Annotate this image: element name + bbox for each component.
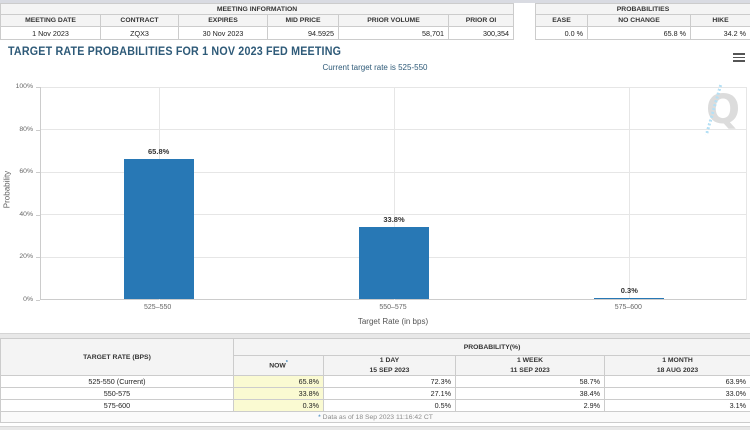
month-probability-cell: 63.9% (603, 375, 750, 389)
contract-value: ZQX3 (100, 26, 179, 40)
month-probability-cell: 33.0% (603, 387, 750, 401)
page-title: TARGET RATE PROBABILITIES FOR 1 NOV 2023… (8, 46, 342, 58)
y-tick-label: 100% (15, 83, 33, 90)
hike-value: 34.2 % (689, 26, 750, 40)
top-divider (0, 0, 750, 3)
data-as-of-footnote: * Data as of 18 Sep 2023 11:16:42 CT (0, 411, 750, 424)
bar-value-label: 65.8% (148, 146, 170, 156)
x-axis-title: Target Rate (in bps) (357, 317, 429, 326)
col-expires: EXPIRES (178, 14, 268, 27)
target-rate-cell: 550-575 (0, 387, 234, 401)
hamburger-menu-icon[interactable] (733, 53, 745, 63)
x-tick-label: 550–575 (379, 304, 407, 311)
col-no-change: NO CHANGE (587, 14, 691, 27)
probability-table-body: 525-550 (Current) 65.8% 72.3% 58.7% 63.9% 550… (0, 375, 750, 413)
col-ease: EASE (535, 14, 588, 27)
y-tick-label: 40% (19, 210, 33, 218)
col-meeting-date: MEETING DATE (0, 14, 101, 27)
gridline (629, 87, 631, 300)
bar-chart-plot-area: 65.8% 33.8% 0.3% (40, 86, 747, 300)
y-tick (36, 214, 40, 216)
month-probability-cell: 3.1% (603, 399, 750, 413)
bar-value-label: 0.3% (620, 286, 638, 295)
gridline (746, 87, 747, 300)
bar[interactable] (359, 227, 429, 299)
probabilities-summary-table: PROBABILITIES EASE NO CHANGE HIKE 0.0 % … (534, 3, 750, 40)
table-row: 525-550 (Current) 65.8% 72.3% 58.7% 63.9% (0, 375, 750, 389)
y-tick-label: 60% (19, 168, 33, 176)
bar[interactable] (594, 298, 665, 299)
expires-value: 30 Nov 2023 (178, 26, 268, 40)
bar-value-label: 33.8% (383, 215, 405, 225)
table-row: 575-600 0.3% 0.5% 2.9% 3.1% (0, 399, 750, 413)
day-probability-cell: 72.3% (323, 375, 456, 389)
hamburger-bar (733, 53, 745, 55)
prior-oi-value: 300,354 (447, 26, 515, 40)
ease-value: 0.0 % (535, 26, 588, 40)
meeting-date-value: 1 Nov 2023 (0, 26, 101, 40)
col-1-day: 1 DAY 15 SEP 2023 (323, 354, 456, 377)
x-tick-label: 525–550 (144, 304, 172, 311)
col-hike: HIKE (689, 14, 750, 27)
hamburger-bar (733, 60, 745, 62)
target-rate-cell: 525-550 (Current) (0, 375, 234, 389)
col-1-month: 1 MONTH 18 AUG 2023 (603, 354, 750, 377)
y-tick-label: 0% (23, 296, 33, 303)
week-probability-cell: 2.9% (455, 399, 605, 413)
col-now: NOW* (233, 354, 324, 377)
mid-price-value: 94.5925 (267, 26, 339, 40)
day-probability-cell: 27.1% (323, 387, 456, 401)
now-probability-cell: 0.3% (233, 399, 324, 413)
y-tick (36, 87, 40, 88)
meeting-information-title: MEETING INFORMATION (0, 3, 515, 15)
target-rate-cell: 575-600 (0, 399, 234, 413)
x-tick-label: 575–600 (614, 304, 642, 311)
col-1-week: 1 WEEK 11 SEP 2023 (455, 354, 605, 377)
meeting-information-table: MEETING INFORMATION MEETING DATE CONTRAC… (0, 3, 515, 40)
week-probability-cell: 58.7% (455, 375, 605, 389)
day-probability-cell: 0.5% (323, 399, 456, 413)
bottom-divider (0, 426, 750, 430)
y-tick (36, 172, 40, 174)
y-tick-label: 80% (19, 125, 33, 133)
table-row: 550-575 33.8% 27.1% 38.4% 33.0% (0, 387, 750, 401)
gridline (394, 87, 395, 300)
now-probability-cell: 33.8% (233, 387, 324, 401)
col-contract: CONTRACT (100, 14, 179, 27)
y-tick (36, 300, 40, 301)
probabilities-title: PROBABILITIES (534, 3, 750, 15)
section-divider (0, 333, 750, 338)
col-prior-oi: PRIOR OI (447, 14, 515, 27)
probability-history-table: TARGET RATE (BPS) PROBABILITY(%) NOW* 1 … (0, 337, 750, 424)
hamburger-bar (733, 56, 745, 59)
bar[interactable] (123, 158, 194, 299)
target-rate-header: TARGET RATE (BPS) (0, 337, 234, 377)
col-mid-price: MID PRICE (267, 14, 339, 27)
y-tick (36, 129, 40, 131)
prior-volume-value: 58,701 (338, 26, 449, 40)
chart-subtitle: Current target rate is 525-550 (322, 63, 428, 72)
no-change-value: 65.8 % (587, 26, 691, 40)
probability-group-header: PROBABILITY(%) (232, 338, 750, 356)
y-tick-label: 20% (19, 253, 33, 261)
col-prior-volume: PRIOR VOLUME (338, 14, 449, 27)
y-tick (36, 257, 40, 259)
now-probability-cell: 65.8% (233, 375, 324, 389)
week-probability-cell: 38.4% (455, 387, 605, 401)
